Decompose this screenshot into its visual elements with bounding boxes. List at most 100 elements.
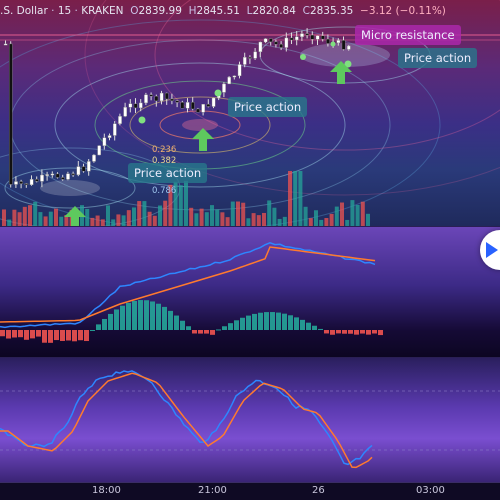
candle-body [300,33,304,38]
candle-body [232,75,237,78]
candle-body [269,38,273,43]
volume-bar [329,213,334,226]
play-icon [486,242,498,258]
volume-bar [85,208,90,226]
candle-body [76,166,81,175]
macd-hist-bar [282,313,287,330]
candle-body [159,92,164,102]
volume-bar [168,184,173,226]
pane-separator[interactable] [0,226,500,227]
change-value: −3.12 (−0.11%) [360,5,446,17]
volume-bar [293,171,298,226]
time-axis[interactable]: 18:00 21:00 26 03:00 [0,482,500,500]
macd-histogram [0,300,383,343]
volume-bar [48,211,53,226]
candle-body [164,92,169,100]
candle-body [170,98,174,101]
macd-hist-bar [84,330,89,342]
macd-hist-bar [366,330,371,335]
price-pane[interactable]: .S. Dollar · 15 · KRAKEN O2839.99 H2845.… [0,0,500,226]
high-value: 2845.51 [196,5,240,17]
macd-hist-bar [162,306,167,330]
macd-hist-bar [198,330,203,334]
volume-bar [132,207,136,226]
candle-body [138,102,143,109]
time-label-26: 26 [312,485,325,496]
macd-hist-bar [90,330,95,331]
macd-hist-bar [378,330,383,336]
macd-hist-bar [66,330,71,341]
price-action-label-1[interactable]: Price action [128,163,208,183]
macd-hist-bar [336,330,341,334]
candle-body [118,116,122,124]
volume-bars [2,171,370,226]
volume-bar [220,212,225,226]
volume-bar [225,217,230,226]
candle-body [185,102,190,109]
dot-marker-icon [330,41,336,47]
volume-bar [2,209,6,226]
macd-hist-bar [360,330,365,334]
candle-body [196,108,200,113]
candle-body [92,154,96,162]
volume-bar [194,213,199,226]
stochastic-pane[interactable] [0,358,500,482]
volume-bar [111,219,116,226]
candle-body [24,183,29,186]
macd-hist-bar [72,330,77,342]
time-label-2100: 21:00 [198,485,227,496]
time-label-1800: 18:00 [92,485,121,496]
macd-hist-bar [54,330,59,341]
candles [3,28,351,189]
volume-bar [230,201,235,226]
candle-body [253,51,258,59]
price-action-label-3[interactable]: Price action [398,48,478,68]
dot-marker-icon [214,89,222,97]
candle-body [66,173,70,180]
macd-pane[interactable] [0,227,500,357]
interval-label[interactable]: 15 [57,5,72,17]
volume-bar [241,202,246,226]
candle-body [263,38,268,43]
volume-bar [204,212,209,226]
macd-hist-bar [192,330,197,334]
macd-hist-bar [348,330,353,334]
volume-bar [184,180,188,226]
volume-bar [59,216,64,226]
volume-bar [147,211,152,226]
macd-hist-bar [342,330,347,334]
macd-hist-bar [36,330,41,337]
macd-hist-bar [42,330,47,343]
play-button[interactable] [480,230,500,270]
volume-bar [43,216,48,226]
candle-body [310,34,315,40]
dot-marker-icon [344,60,352,68]
volume-bar [189,207,194,226]
macd-hist-bar [246,315,251,330]
candle-body [133,103,138,109]
micro-resistance-label[interactable]: Micro resistance [355,25,461,45]
macd-hist-bar [150,301,155,330]
volume-bar [90,217,95,226]
symbol-name[interactable]: .S. Dollar [0,5,48,17]
pane-separator[interactable] [0,357,500,358]
macd-hist-bar [132,300,137,330]
price-action-label-2[interactable]: Price action [228,97,308,117]
candle-body [81,166,86,172]
fib-level-0236: 0.236 [152,145,177,155]
candle-body [55,173,60,178]
volume-bar [173,181,178,226]
candle-body [97,145,101,156]
candle-body [315,35,320,40]
macd-hist-bar [222,326,227,330]
volume-bar [100,219,105,226]
candle-body [190,102,195,110]
candle-body [29,179,34,186]
volume-bar [17,212,22,226]
macd-hist-bar [144,300,149,330]
volume-bar [360,201,365,226]
stoch-d-line [0,372,373,469]
candle-body [61,177,65,180]
candle-body [175,100,180,103]
